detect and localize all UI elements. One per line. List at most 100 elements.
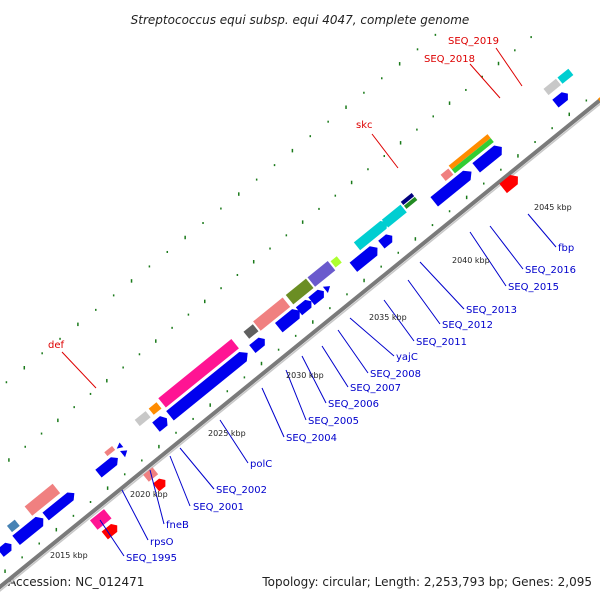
leader-line xyxy=(469,63,501,99)
gene-label[interactable]: SEQ_2012 xyxy=(442,320,493,331)
leader-line xyxy=(407,279,441,325)
gene-feature[interactable] xyxy=(104,445,116,457)
gene-feature[interactable] xyxy=(430,167,475,207)
kbp-tick-label: 2030 kbp xyxy=(286,371,324,380)
leader-line xyxy=(99,519,125,557)
gene-label[interactable]: SEQ_2006 xyxy=(328,399,379,410)
gene-label[interactable]: def xyxy=(48,340,65,351)
gene-label[interactable]: yajC xyxy=(396,352,418,363)
gene-feature[interactable] xyxy=(95,454,121,478)
leader-line xyxy=(179,447,215,490)
gene-feature[interactable] xyxy=(378,232,395,249)
kbp-tick-labels: 2015 kbp 2020 kbp 2025 kbp 2030 kbp 2035… xyxy=(50,203,572,560)
gc-content-track xyxy=(4,33,588,573)
gene-label[interactable]: SEQ_2018 xyxy=(424,54,475,65)
gene-feature[interactable] xyxy=(152,476,169,492)
leader-line xyxy=(349,317,395,357)
leader-line xyxy=(337,329,369,374)
gene-label[interactable]: SEQ_2015 xyxy=(508,282,559,293)
gene-feature[interactable] xyxy=(253,297,291,331)
leader-line xyxy=(527,213,557,248)
gene-feature[interactable] xyxy=(322,283,333,294)
gene-feature[interactable] xyxy=(143,467,159,482)
gene-feature[interactable] xyxy=(243,324,259,339)
gene-feature[interactable] xyxy=(285,278,314,305)
gene-feature[interactable] xyxy=(349,243,382,272)
gene-features xyxy=(0,68,600,557)
gene-feature[interactable] xyxy=(6,519,20,533)
gene-feature[interactable] xyxy=(403,196,418,209)
leader-line xyxy=(371,133,399,169)
gene-feature[interactable] xyxy=(12,514,47,546)
leader-line xyxy=(261,387,285,438)
gene-feature[interactable] xyxy=(307,261,336,287)
gene-feature[interactable] xyxy=(134,411,151,427)
leader-line xyxy=(495,47,523,87)
leader-line xyxy=(469,231,507,287)
leader-line xyxy=(301,355,327,404)
gene-feature[interactable] xyxy=(330,256,342,268)
gene-feature[interactable] xyxy=(0,540,15,557)
genome-summary: Topology: circular; Length: 2,253,793 bp… xyxy=(261,575,592,589)
kbp-tick-label: 2040 kbp xyxy=(452,256,490,265)
leader-line xyxy=(285,369,307,421)
gene-feature[interactable] xyxy=(400,193,415,205)
gene-label[interactable]: fbp xyxy=(558,243,574,254)
gene-feature[interactable] xyxy=(249,335,268,353)
leader-line xyxy=(383,299,415,342)
leader-line xyxy=(419,261,465,310)
gene-labels-red: def skc SEQ_2018 SEQ_2019 xyxy=(48,36,499,351)
gene-label[interactable]: SEQ_2016 xyxy=(525,265,576,276)
gene-feature[interactable] xyxy=(543,78,561,96)
kbp-tick-label: 2025 kbp xyxy=(208,429,246,438)
gene-label[interactable]: SEQ_2001 xyxy=(193,502,244,513)
leader-line xyxy=(61,351,97,389)
gene-feature[interactable] xyxy=(451,138,494,174)
gene-feature[interactable] xyxy=(158,339,239,408)
gene-feature[interactable] xyxy=(381,204,407,228)
gene-label[interactable]: rpsO xyxy=(150,537,174,548)
gene-label[interactable]: SEQ_2013 xyxy=(466,305,517,316)
gene-label[interactable]: SEQ_2002 xyxy=(216,485,267,496)
gene-label[interactable]: fneB xyxy=(166,520,189,531)
gene-label[interactable]: skc xyxy=(356,120,373,131)
gene-feature[interactable] xyxy=(148,402,162,415)
gene-label[interactable]: SEQ_1995 xyxy=(126,553,177,564)
leader-line xyxy=(121,489,149,541)
gene-feature[interactable] xyxy=(295,297,315,316)
gene-label[interactable]: SEQ_2005 xyxy=(308,416,359,427)
leader-line xyxy=(489,225,524,270)
kbp-tick-label: 2035 kbp xyxy=(369,313,407,322)
map-title: Streptococcus equi subsp. equi 4047, com… xyxy=(131,13,470,27)
gene-label[interactable]: SEQ_2011 xyxy=(416,337,467,348)
gene-feature[interactable] xyxy=(152,414,170,432)
gene-feature[interactable] xyxy=(499,172,521,194)
gene-feature[interactable] xyxy=(274,306,304,333)
gene-feature[interactable] xyxy=(90,509,112,530)
gene-label[interactable]: SEQ_2004 xyxy=(286,433,337,444)
leader-line xyxy=(149,469,165,525)
gene-feature[interactable] xyxy=(472,142,505,173)
gene-feature[interactable] xyxy=(115,442,124,450)
gene-label[interactable]: SEQ_2019 xyxy=(448,36,499,47)
gene-feature[interactable] xyxy=(24,483,61,516)
gene-label[interactable]: polC xyxy=(250,459,272,470)
gene-feature[interactable] xyxy=(552,90,571,108)
kbp-tick-label: 2020 kbp xyxy=(130,490,168,499)
gene-feature[interactable] xyxy=(353,218,391,251)
gene-feature[interactable] xyxy=(120,447,130,458)
gene-feature[interactable] xyxy=(166,348,251,421)
leader-line xyxy=(169,455,191,507)
leader-line xyxy=(219,419,249,464)
gene-feature[interactable] xyxy=(42,489,77,521)
gene-feature[interactable] xyxy=(440,168,454,181)
gene-feature[interactable] xyxy=(557,68,574,84)
gene-feature[interactable] xyxy=(448,134,491,170)
label-leader-lines xyxy=(61,47,557,557)
gene-label[interactable]: SEQ_2007 xyxy=(350,383,401,394)
gene-feature[interactable] xyxy=(308,287,327,306)
gene-label[interactable]: SEQ_2008 xyxy=(370,369,421,380)
gene-feature[interactable] xyxy=(101,522,121,540)
